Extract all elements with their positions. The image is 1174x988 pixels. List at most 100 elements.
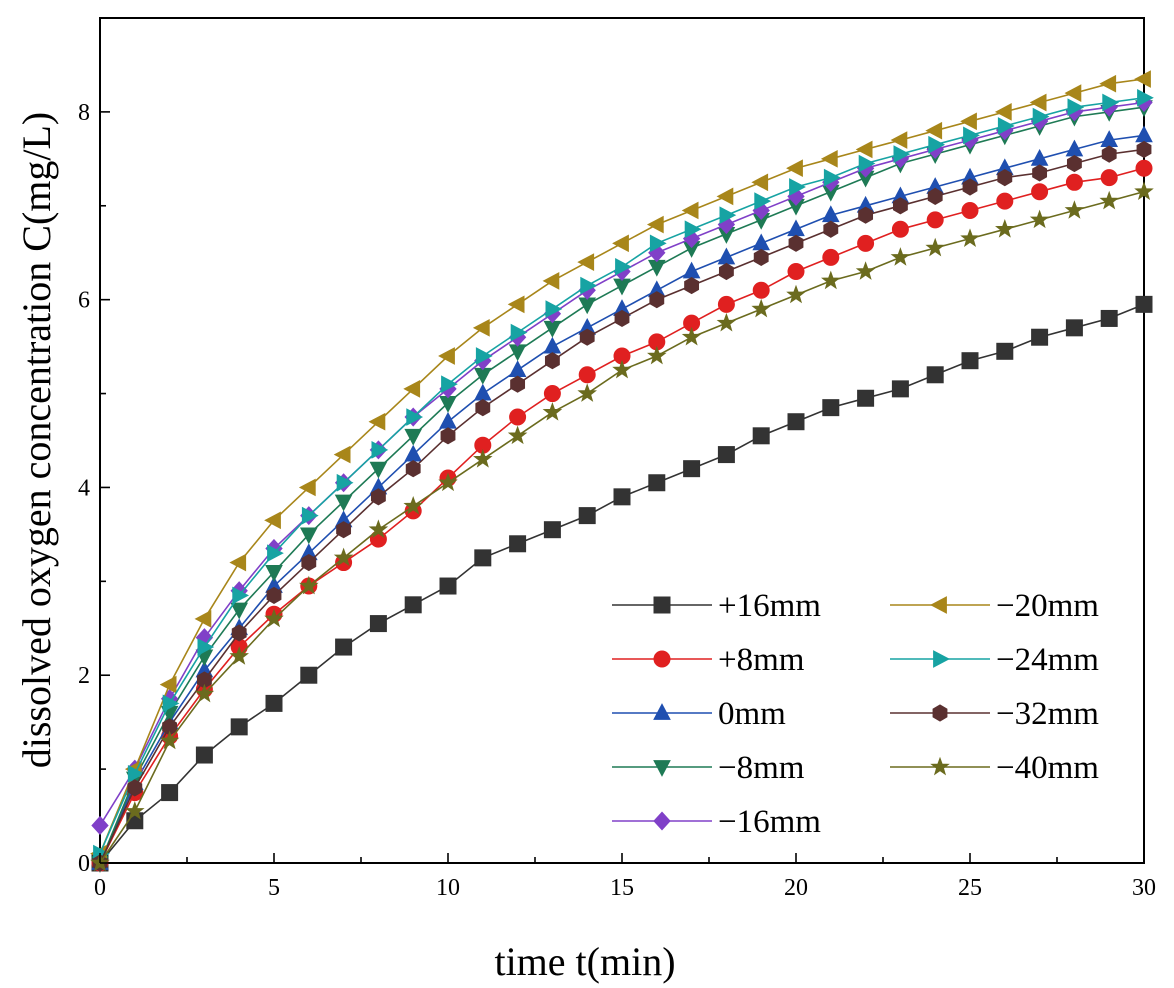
legend-label: −32mm <box>996 696 1099 732</box>
data-point <box>370 488 386 506</box>
data-point <box>578 297 597 315</box>
legend-label: +16mm <box>718 588 821 624</box>
data-point <box>406 408 424 426</box>
data-point <box>961 352 979 370</box>
data-point <box>994 103 1012 121</box>
data-point <box>472 319 490 337</box>
data-point <box>230 602 249 620</box>
data-point <box>91 815 109 835</box>
data-point <box>963 126 980 145</box>
data-point <box>995 218 1015 238</box>
data-point <box>403 380 421 398</box>
data-point <box>265 565 283 582</box>
data-point <box>229 646 249 665</box>
data-point <box>580 276 598 295</box>
data-point <box>333 547 354 567</box>
series-line <box>99 97 1145 854</box>
data-point <box>474 549 492 567</box>
data-point <box>930 756 950 776</box>
legend-entry: −40mm <box>890 750 1099 786</box>
data-point <box>473 448 493 468</box>
data-point <box>544 352 560 370</box>
data-point <box>890 131 908 149</box>
data-point <box>649 234 667 253</box>
data-point <box>439 396 457 413</box>
series <box>90 181 1154 872</box>
data-point <box>717 446 735 464</box>
x-tick-label: 25 <box>958 875 982 901</box>
data-point <box>473 383 492 401</box>
legend-entry: −8mm <box>612 750 805 786</box>
data-point <box>299 527 318 545</box>
data-point <box>440 427 456 445</box>
data-point <box>996 192 1014 210</box>
data-point <box>299 575 319 595</box>
data-point <box>371 441 389 459</box>
y-axis-title: dissolved oxygen concentration C(mg/L) <box>14 112 59 769</box>
data-point <box>614 309 630 328</box>
data-point <box>161 784 179 802</box>
data-point <box>368 519 389 539</box>
data-point <box>1135 295 1153 313</box>
data-point <box>542 402 563 421</box>
data-point <box>891 220 909 238</box>
data-point <box>717 295 735 313</box>
data-point <box>405 460 421 478</box>
data-point <box>752 281 770 299</box>
data-point <box>543 521 561 539</box>
plot-frame <box>99 17 1145 864</box>
data-point <box>542 272 560 290</box>
data-point <box>653 703 671 720</box>
data-point <box>475 399 491 417</box>
data-point <box>509 408 527 426</box>
data-point <box>300 666 318 684</box>
x-axis: 0 5 10 15 20 25 30 <box>94 853 1156 901</box>
data-point <box>653 811 671 831</box>
series <box>90 70 1151 863</box>
legend-label: +8mm <box>718 642 805 678</box>
data-point <box>298 478 316 497</box>
series-line <box>99 101 1145 826</box>
data-point <box>543 320 562 338</box>
data-point <box>613 278 631 296</box>
data-point <box>823 168 841 187</box>
data-point <box>926 211 944 229</box>
data-point <box>578 366 596 384</box>
data-point <box>891 380 909 398</box>
data-point <box>1135 159 1153 177</box>
data-point <box>301 553 317 572</box>
data-point <box>648 474 666 492</box>
y-tick-label: 8 <box>78 100 90 126</box>
data-point <box>1102 93 1120 112</box>
data-point <box>1065 173 1083 191</box>
data-point <box>438 472 458 492</box>
data-point <box>933 650 950 668</box>
data-point <box>858 154 876 173</box>
data-point <box>786 284 806 304</box>
data-point <box>1029 93 1047 112</box>
x-tick-label: 30 <box>1132 875 1156 901</box>
data-point <box>926 366 944 384</box>
legend: +16mm +8mm 0mm −8mm −16mm −20mm −24mm −32mm −40m… <box>612 588 1099 840</box>
y-axis: 0 2 4 6 8 <box>78 100 110 877</box>
data-point <box>681 326 702 346</box>
data-point <box>230 718 248 736</box>
data-point <box>333 445 351 464</box>
y-tick-label: 4 <box>78 475 90 501</box>
data-point <box>893 145 911 163</box>
data-point <box>1066 154 1082 173</box>
data-point <box>127 779 143 797</box>
data-point <box>301 506 319 525</box>
data-point <box>960 228 980 247</box>
data-point <box>892 197 908 215</box>
data-point <box>509 535 527 553</box>
data-point <box>475 347 493 365</box>
data-point <box>927 187 943 205</box>
legend-entry: −32mm <box>890 696 1099 732</box>
data-point <box>751 298 771 318</box>
data-point <box>857 389 875 407</box>
data-point <box>961 201 979 219</box>
x-tick-label: 20 <box>784 875 808 901</box>
data-point <box>822 248 840 266</box>
